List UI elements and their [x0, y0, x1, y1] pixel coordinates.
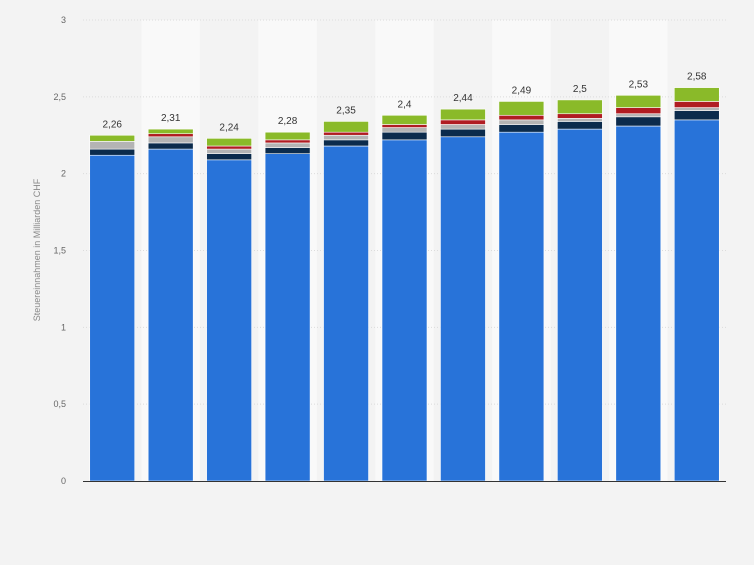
bar-total-label: 2,5 — [573, 84, 587, 95]
bar-segment — [323, 134, 369, 141]
bar-segment — [615, 107, 662, 115]
bar-total-label: 2,49 — [512, 85, 532, 96]
bar-segment — [440, 119, 486, 125]
bar-segment — [89, 134, 136, 142]
bar-segment — [498, 119, 545, 125]
bar-segment — [673, 107, 720, 111]
bar-total-label: 2,24 — [219, 122, 239, 133]
bar-segment — [381, 139, 428, 482]
bar-segment — [557, 128, 603, 482]
bar-segment — [264, 147, 311, 154]
bar-segment — [147, 133, 194, 138]
bar-segment — [264, 131, 311, 141]
bar-segment — [147, 148, 194, 482]
bar-segment — [498, 124, 545, 133]
bar-segment — [264, 139, 311, 144]
bar-segment — [673, 101, 720, 108]
bar-total-label: 2,35 — [336, 105, 356, 116]
bar-total-label: 2,31 — [161, 113, 181, 124]
y-tick-label: 2 — [61, 169, 66, 179]
bar-segment — [615, 94, 662, 108]
bar-total-label: 2,58 — [687, 72, 707, 83]
bar-segment — [615, 113, 662, 118]
bar-total-label: 2,4 — [398, 99, 412, 110]
bar-segment — [206, 145, 252, 150]
bar-total-label: 2,44 — [453, 93, 473, 104]
bar-total-label: 2,53 — [629, 79, 649, 90]
bar-segment — [673, 87, 720, 102]
bar-segment — [615, 116, 662, 127]
bar-segment — [323, 131, 369, 136]
bar-segment — [147, 136, 194, 144]
bar-segment — [498, 114, 545, 121]
total-labels: 2,26 2,31 2,24 2,28 2,35 2,4 2,44 2,49 2,5 2,53 2,… — [102, 72, 706, 134]
bar-segment — [264, 153, 311, 482]
bar-segment — [206, 148, 252, 154]
y-tick-label: 0,5 — [53, 399, 66, 409]
y-tick-label: 2,5 — [53, 92, 66, 102]
bar-segment — [323, 139, 369, 147]
y-axis-title: Steuereinnahmen in Milliarden CHF — [32, 178, 42, 321]
bar-segment — [381, 127, 428, 133]
bar-segment — [381, 114, 428, 125]
bar-segment — [440, 136, 486, 482]
bar-segment — [147, 142, 194, 150]
axes: 00,511,522,53 — [53, 15, 726, 486]
bar-segment — [206, 153, 252, 161]
bar-segment — [323, 145, 369, 482]
bar-segment — [498, 101, 545, 116]
bar-total-label: 2,26 — [102, 119, 122, 130]
bar-segment — [323, 121, 369, 133]
bar-segment — [673, 119, 720, 482]
bar-segment — [673, 110, 720, 121]
bar-segment — [147, 128, 194, 135]
bar-segment — [615, 125, 662, 482]
bar-segment — [89, 141, 136, 150]
bar-segment — [440, 128, 486, 138]
bar-segment — [206, 138, 252, 147]
bars — [89, 87, 720, 482]
y-tick-label: 1 — [61, 322, 66, 332]
y-tick-label: 3 — [61, 15, 66, 25]
bar-segment — [557, 99, 603, 115]
bar-segment — [440, 124, 486, 130]
bar-segment — [381, 124, 428, 128]
y-tick-label: 1,5 — [53, 246, 66, 256]
y-tick-label: 0 — [61, 476, 66, 486]
bar-total-label: 2,28 — [278, 116, 298, 127]
bar-segment — [498, 131, 545, 482]
bar-segment — [557, 121, 603, 130]
bar-segment — [89, 148, 136, 156]
bar-segment — [381, 131, 428, 141]
bar-segment — [557, 118, 603, 122]
bar-segment — [440, 108, 486, 121]
bar-segment — [557, 113, 603, 119]
bar-segment — [206, 159, 252, 482]
bar-segment — [264, 142, 311, 148]
bar-segment — [89, 154, 136, 482]
